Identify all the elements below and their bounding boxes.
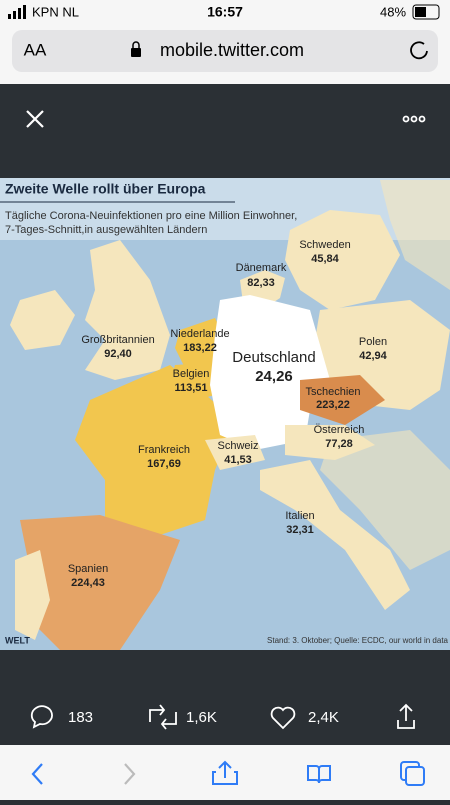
- reply-count: 183: [68, 709, 93, 726]
- country-name: Deutschland: [232, 349, 315, 366]
- more-button[interactable]: [402, 115, 426, 123]
- country-name: Großbritannien: [81, 334, 154, 346]
- ireland-shape: [10, 290, 75, 350]
- country-name: Polen: [359, 336, 387, 348]
- country-value: 42,94: [359, 350, 387, 362]
- italy-shape: [260, 460, 410, 610]
- map-title: Zweite Welle rollt über Europa: [5, 181, 206, 197]
- country-value: 183,22: [183, 342, 217, 354]
- close-button[interactable]: [26, 110, 44, 128]
- country-value: 167,69: [147, 458, 181, 470]
- map-image: Zweite Welle rollt über Europa Tägliche …: [0, 178, 450, 650]
- country-value: 92,40: [104, 348, 132, 360]
- germany-shape: [210, 295, 330, 450]
- portugal-shape: [15, 550, 50, 640]
- country-value: 77,28: [325, 438, 353, 450]
- country-name: Schweiz: [218, 440, 259, 452]
- country-name: Niederlande: [170, 328, 229, 340]
- logo: WELT: [5, 635, 30, 645]
- country-value: 82,33: [247, 277, 275, 289]
- reload-button[interactable]: [410, 41, 428, 60]
- battery-level: [415, 7, 426, 17]
- time: 16:57: [207, 4, 243, 20]
- country-name: Dänemark: [236, 262, 287, 274]
- country-name: Spanien: [68, 563, 108, 575]
- country-value: 32,31: [286, 524, 314, 536]
- battery-percent: 48%: [380, 4, 406, 19]
- bookmarks-button[interactable]: [307, 765, 331, 784]
- retweet-count: 1,6K: [186, 709, 217, 726]
- country-name: Frankreich: [138, 444, 190, 456]
- country-name: Tschechien: [305, 386, 360, 398]
- country-value: 24,26: [255, 368, 293, 385]
- like-count: 2,4K: [308, 709, 339, 726]
- lock-icon: [131, 48, 141, 57]
- switzerland-shape: [205, 435, 265, 470]
- text-size-button[interactable]: AA: [24, 40, 47, 59]
- reply-button[interactable]: [30, 705, 53, 729]
- country-value: 224,43: [71, 577, 105, 589]
- map-subtitle: Tägliche Corona-Neuinfektionen pro eine …: [5, 210, 297, 222]
- finland-shape: [380, 180, 450, 290]
- country-value: 113,51: [174, 382, 207, 394]
- sweden-shape: [285, 210, 400, 310]
- country-value: 45,84: [311, 253, 339, 265]
- share-button[interactable]: [397, 703, 415, 729]
- country-name: Italien: [285, 510, 314, 522]
- country-value: 41,53: [224, 454, 252, 466]
- country-value: 223,22: [316, 399, 350, 411]
- country-name: Belgien: [173, 368, 210, 380]
- signal-icon: [8, 5, 26, 19]
- czech-shape: [300, 375, 385, 425]
- spain-shape: [20, 515, 180, 650]
- url[interactable]: mobile.twitter.com: [160, 40, 304, 60]
- retweet-button[interactable]: [149, 704, 177, 730]
- country-name: Schweden: [299, 239, 350, 251]
- battery-icon: [412, 4, 440, 20]
- carrier: KPN NL: [32, 4, 79, 19]
- balkans-shape: [320, 430, 450, 570]
- tabs-button[interactable]: [400, 761, 425, 786]
- share-page-button[interactable]: [212, 760, 238, 785]
- forward-button[interactable]: [124, 763, 136, 785]
- url-bar[interactable]: [12, 30, 438, 72]
- france-shape: [75, 365, 235, 540]
- netherlands-shape: [175, 318, 225, 368]
- uk-shape: [85, 240, 170, 380]
- source: Stand: 3. Oktober; Quelle: ECDC, our wor…: [267, 636, 449, 645]
- map-subtitle: 7-Tages-Schnitt,in ausgewählten Ländern: [5, 224, 207, 236]
- lock-shackle: [132, 41, 140, 48]
- country-name: Österreich: [314, 424, 365, 436]
- back-button[interactable]: [31, 763, 43, 785]
- like-button[interactable]: [270, 706, 296, 730]
